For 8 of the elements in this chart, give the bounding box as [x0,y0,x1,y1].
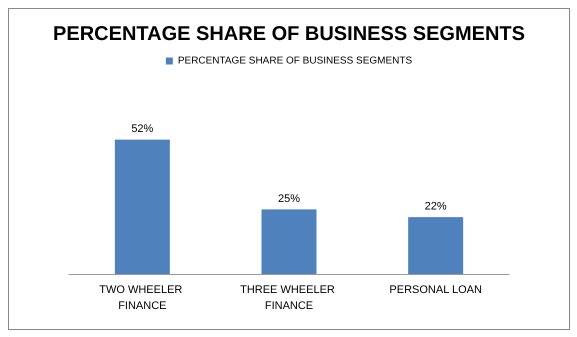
legend-label: PERCENTAGE SHARE OF BUSINESS SEGMENTS [178,56,412,66]
x-tick-label: PERSONAL LOAN [389,284,482,296]
x-tick-label: THREE WHEELER FINANCE [240,284,338,312]
data-label: 25% [278,192,300,205]
chart-title: PERCENTAGE SHARE OF BUSINESS SEGMENTS [53,23,525,45]
data-label: 52% [131,123,154,136]
data-label: 22% [424,200,447,213]
x-tick-label: TWO WHEELER FINANCE [99,284,186,312]
